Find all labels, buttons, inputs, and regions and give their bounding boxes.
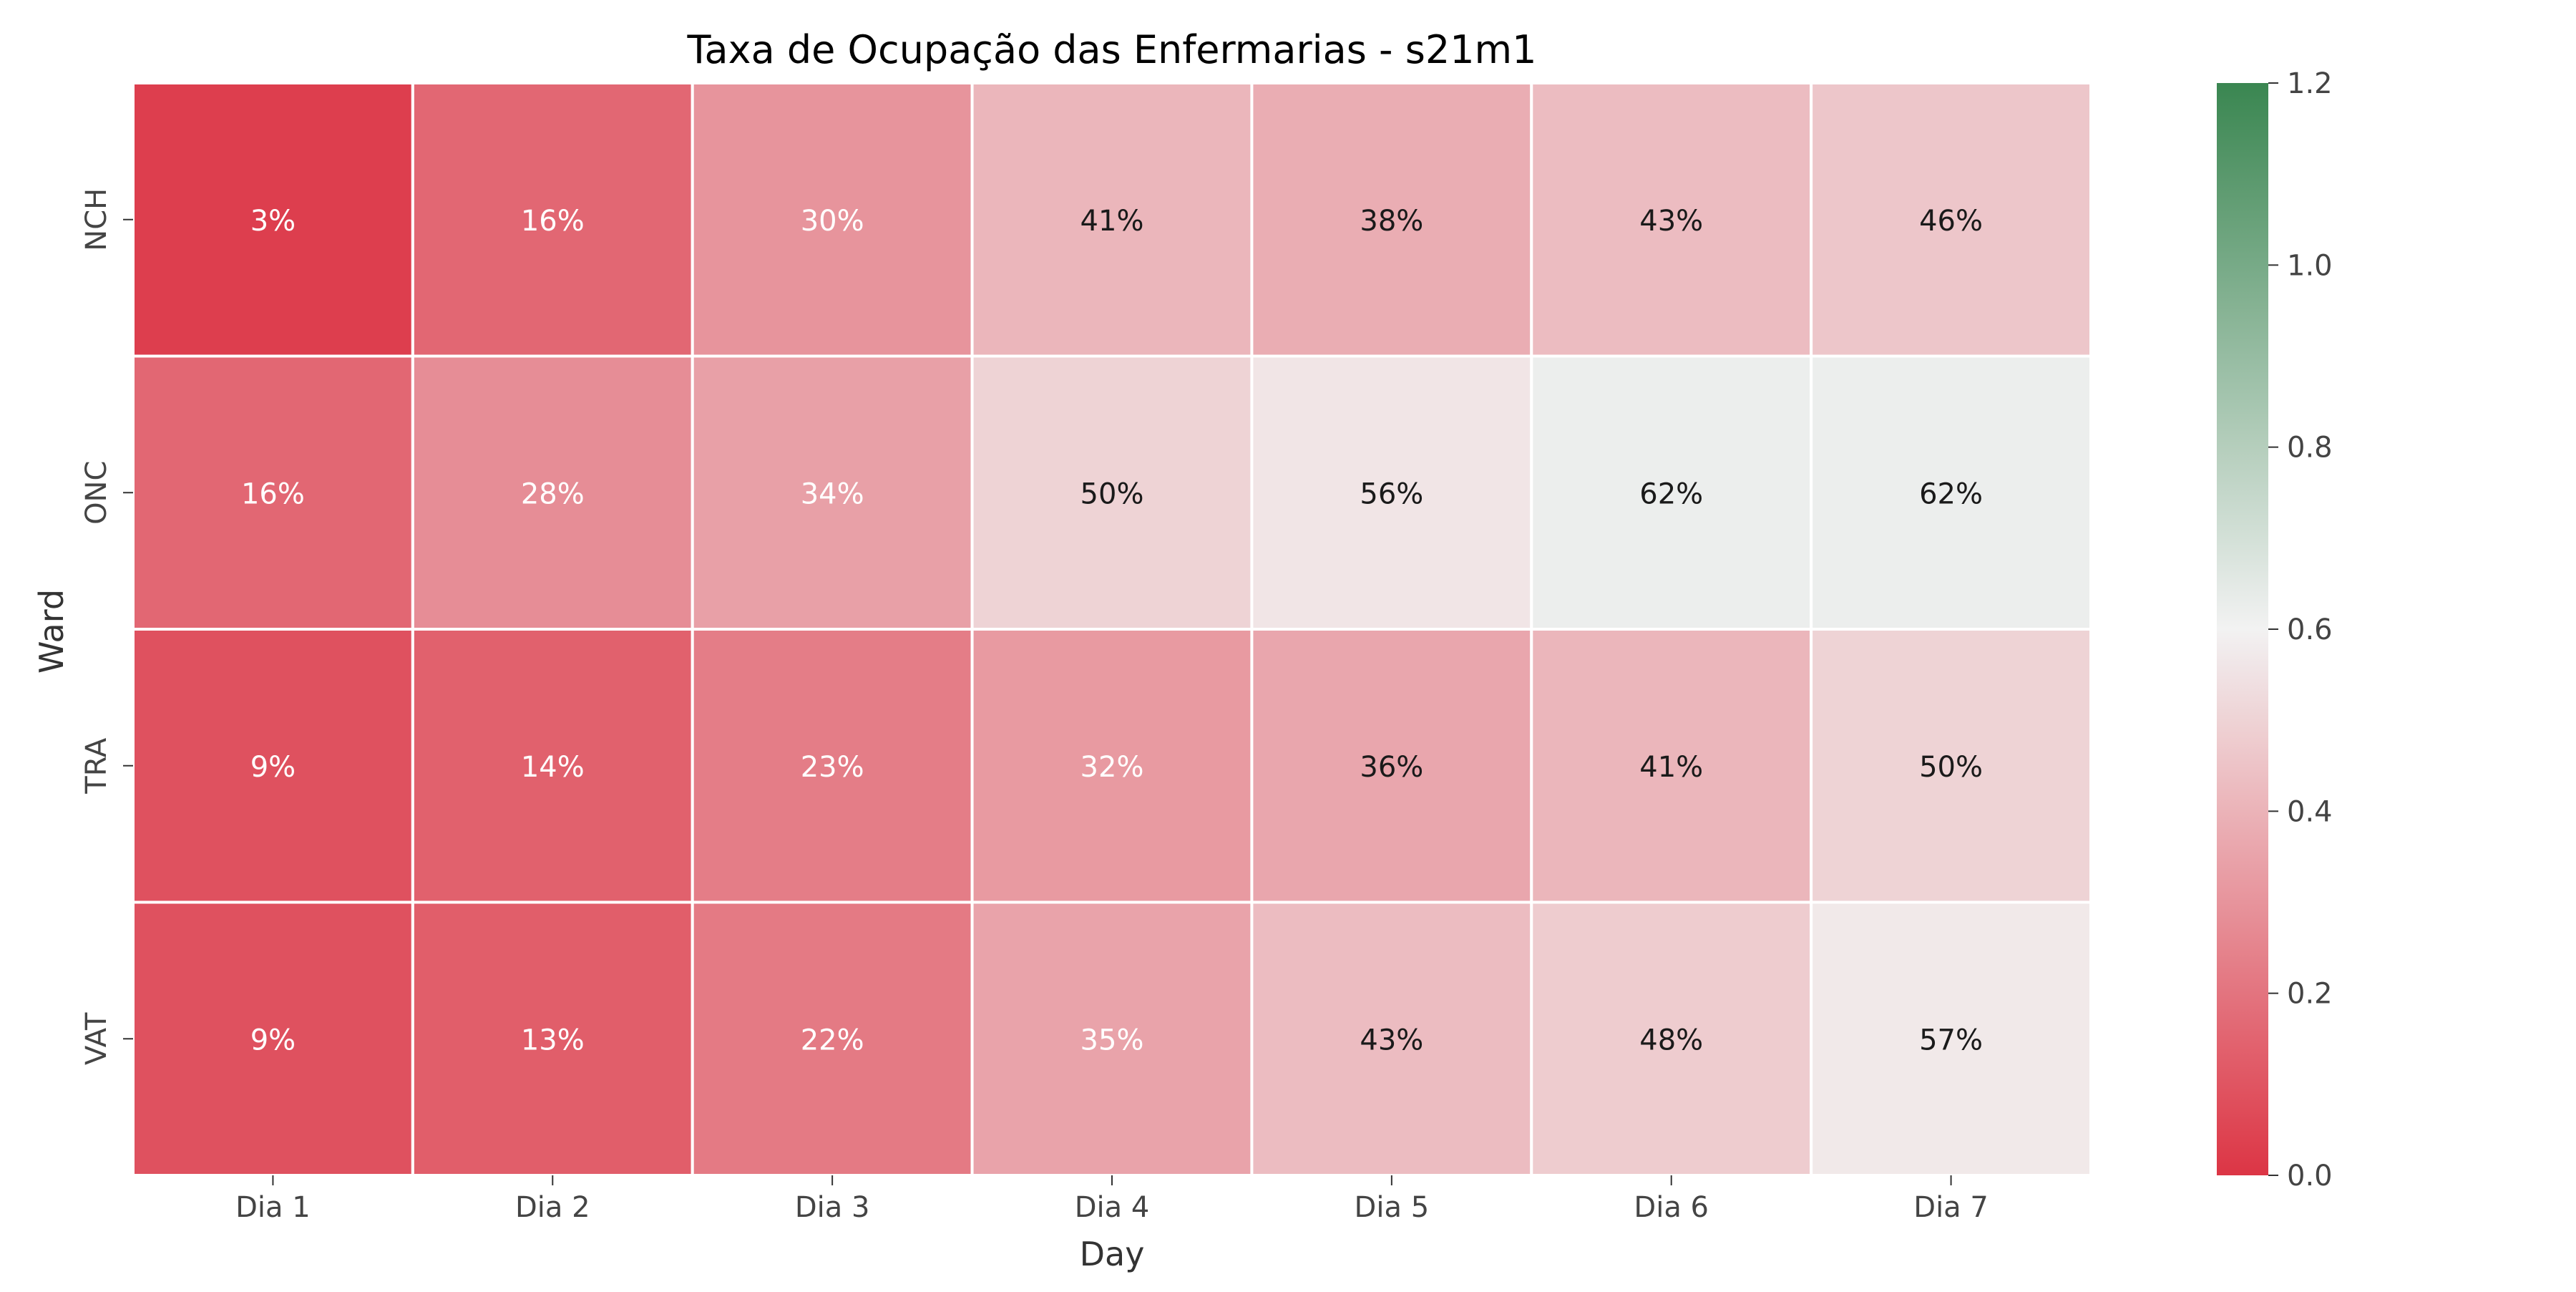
colorbar-tick-label: 1.0 (2287, 249, 2333, 282)
heatmap-cell-labels: 3% 16% 30% 41% 38% 43% 46% 16% 28% 34% 50% 56% 62% 62… (241, 205, 1983, 1057)
colorbar-tick-label: 0.2 (2287, 978, 2333, 1011)
cell-value-label: 36% (1360, 751, 1423, 784)
cell-value-label: 41% (1639, 751, 1703, 784)
y-tick-label: TRA (80, 737, 113, 795)
heatmap-cell (1530, 900, 1813, 1177)
cell-value-label: 34% (801, 477, 864, 510)
heatmap-cells (132, 82, 2092, 1177)
heatmap-cell (1810, 354, 2092, 631)
heatmap-cell (411, 82, 694, 358)
heatmap-cell (970, 628, 1254, 904)
x-tick-label: Dia 5 (1355, 1191, 1430, 1224)
y-tick-label: NCH (80, 188, 113, 251)
heatmap-cell (411, 900, 694, 1177)
x-tick-label: Dia 1 (235, 1191, 311, 1224)
x-tick-label: Dia 4 (1075, 1191, 1150, 1224)
y-tick-label: VAT (80, 1012, 113, 1065)
heatmap-cell (132, 82, 414, 358)
cell-value-label: 46% (1919, 205, 1983, 238)
cell-value-label: 41% (1080, 205, 1144, 238)
x-tick-label: Dia 6 (1634, 1191, 1709, 1224)
cell-value-label: 62% (1639, 477, 1703, 510)
colorbar-gradient (2217, 83, 2268, 1175)
cell-value-label: 23% (801, 751, 864, 784)
x-axis-label: Day (1080, 1235, 1145, 1273)
heatmap-cell (132, 900, 414, 1177)
heatmap-cell (132, 628, 414, 904)
cell-value-label: 35% (1080, 1024, 1144, 1057)
x-tick-label: Dia 2 (515, 1191, 590, 1224)
colorbar-tick-label: 0.8 (2287, 432, 2333, 465)
cell-value-label: 62% (1919, 477, 1983, 510)
cell-value-label: 43% (1639, 205, 1703, 238)
heatmap-cell (1530, 82, 1813, 358)
heatmap-cell (691, 354, 974, 631)
heatmap-cell (411, 628, 694, 904)
heatmap-cell (1810, 900, 2092, 1177)
cell-value-label: 50% (1919, 751, 1983, 784)
colorbar-tick-label: 0.4 (2287, 795, 2333, 828)
cell-value-label: 32% (1080, 751, 1144, 784)
heatmap-cell (691, 628, 974, 904)
heatmap-cell (1530, 354, 1813, 631)
y-axis-ticks: NCH ONC TRA VAT (80, 188, 133, 1065)
x-tick-label: Dia 3 (795, 1191, 870, 1224)
x-tick-label: Dia 7 (1913, 1191, 1989, 1224)
chart-title: Taxa de Ocupação das Enfermarias - s21m1 (686, 27, 1536, 72)
cell-value-label: 16% (241, 477, 305, 510)
cell-value-label: 16% (521, 205, 585, 238)
y-tick-label: ONC (80, 461, 113, 525)
colorbar: 0.0 0.2 0.4 0.6 0.8 1.0 1.2 (2217, 67, 2333, 1193)
cell-value-label: 28% (521, 477, 585, 510)
cell-value-label: 22% (801, 1024, 864, 1057)
cell-value-label: 14% (521, 751, 585, 784)
cell-value-label: 56% (1360, 477, 1423, 510)
heatmap-cell (1810, 628, 2092, 904)
cell-value-label: 43% (1360, 1024, 1423, 1057)
cell-value-label: 3% (250, 205, 296, 238)
heatmap-cell (970, 900, 1254, 1177)
x-axis-ticks: Dia 1 Dia 2 Dia 3 Dia 4 Dia 5 Dia 6 Dia 7 (235, 1175, 1989, 1224)
cell-value-label: 38% (1360, 205, 1423, 238)
heatmap-cell (1250, 628, 1533, 904)
cell-value-label: 50% (1080, 477, 1144, 510)
heatmap-cell (1250, 82, 1533, 358)
heatmap-cell (970, 82, 1254, 358)
cell-value-label: 30% (801, 205, 864, 238)
cell-value-label: 9% (250, 1024, 296, 1057)
cell-value-label: 9% (250, 751, 296, 784)
heatmap-cell (1530, 628, 1813, 904)
colorbar-tick-label: 0.0 (2287, 1160, 2333, 1193)
cell-value-label: 13% (521, 1024, 585, 1057)
y-axis-label: Ward (32, 589, 71, 674)
heatmap-cell (691, 82, 974, 358)
colorbar-tick-label: 0.6 (2287, 613, 2333, 646)
colorbar-tick-label: 1.2 (2287, 67, 2333, 100)
cell-value-label: 48% (1639, 1024, 1703, 1057)
heatmap-cell (1250, 354, 1533, 631)
cell-value-label: 57% (1919, 1024, 1983, 1057)
